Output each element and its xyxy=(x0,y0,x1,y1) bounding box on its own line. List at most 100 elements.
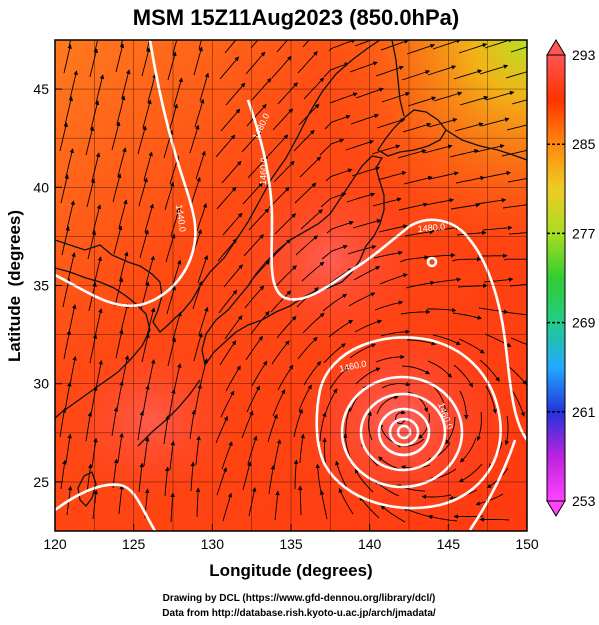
y-tick-label: 30 xyxy=(33,376,49,392)
streamline-arrow xyxy=(481,170,512,179)
streamline-arrow xyxy=(167,51,177,81)
streamline-arrow xyxy=(120,303,129,333)
streamline-arrow xyxy=(225,365,241,392)
streamline-arrow xyxy=(221,160,242,184)
streamline-arrow xyxy=(241,410,254,439)
streamline-arrow xyxy=(381,92,411,103)
streamline-arrow xyxy=(163,414,170,445)
streamline-arrow xyxy=(328,40,356,52)
contour-typhoon-ring-3 xyxy=(377,407,431,457)
colorbar: 293 285 277 269 261 253 xyxy=(546,39,596,517)
streamline-arrow xyxy=(503,258,527,261)
streamline-arrow xyxy=(65,433,72,464)
streamline-arrow xyxy=(479,359,500,382)
streamline-arrow xyxy=(199,72,210,102)
streamline-arrow xyxy=(89,334,98,364)
contour-label-3: 1480.0 xyxy=(417,222,445,234)
credit-data-source: Data from http://database.rish.kyoto-u.a… xyxy=(162,608,436,619)
streamline-arrow xyxy=(218,289,238,314)
streamline-arrow xyxy=(114,277,124,307)
streamline-arrow xyxy=(319,490,328,520)
streamline-arrow xyxy=(433,91,463,102)
streamline-arrow xyxy=(111,406,119,437)
streamline-arrow xyxy=(144,203,154,233)
streamline-arrow xyxy=(432,40,462,50)
streamline-arrow xyxy=(301,261,325,282)
streamline-arrow xyxy=(354,40,373,47)
streamline-arrow xyxy=(223,264,243,288)
streamline-arrow xyxy=(142,384,150,415)
colorbar-ticks: 293 285 277 269 261 253 xyxy=(547,47,596,509)
streamline-arrow xyxy=(270,290,292,313)
streamline-arrow xyxy=(397,149,427,159)
contour-typhoon-ring-4 xyxy=(388,417,420,447)
colorbar-top-triangle xyxy=(546,39,566,56)
streamline-arrow xyxy=(319,412,327,442)
streamline-arrow xyxy=(173,77,183,107)
streamline-arrow xyxy=(431,277,462,284)
streamline-arrow xyxy=(170,207,181,237)
streamline-arrow xyxy=(246,385,260,413)
streamline-arrow xyxy=(421,494,452,500)
streamline-arrow xyxy=(511,389,525,417)
streamline-arrow xyxy=(326,220,354,234)
streamline-arrow xyxy=(220,108,241,132)
streamline-arrow xyxy=(138,462,144,493)
x-tick-label: 125 xyxy=(122,536,146,552)
streamline-arrow xyxy=(271,55,292,79)
streamline-arrow xyxy=(321,244,348,260)
streamline-arrow xyxy=(143,436,150,467)
streamline-arrow xyxy=(294,182,317,204)
streamline-arrow xyxy=(216,466,228,496)
streamline-arrow xyxy=(189,409,196,440)
contour-typhoon-ring-1 xyxy=(340,375,464,489)
streamline-arrow xyxy=(190,176,201,206)
coast-ryukyu-islands xyxy=(137,379,201,447)
streamline-arrow xyxy=(501,148,527,157)
streamline-arrow xyxy=(94,40,99,52)
streamline-arrow xyxy=(194,98,205,128)
coastlines xyxy=(55,40,527,507)
streamline-arrow xyxy=(137,410,144,441)
streamline-arrow xyxy=(89,48,99,78)
streamline-arrow xyxy=(267,413,278,443)
streamline-arrow xyxy=(121,69,131,99)
streamline-arrow xyxy=(63,44,72,74)
coast-japan-hokkaido xyxy=(377,109,447,157)
x-tick-label: 150 xyxy=(515,536,539,552)
streamline-arrow xyxy=(354,319,383,333)
credit-dcl: Drawing by DCL (https://www.gfd-dennou.o… xyxy=(163,593,436,604)
streamline-arrow xyxy=(404,229,435,237)
streamline-arrow xyxy=(64,381,72,412)
streamline-arrow xyxy=(371,144,401,155)
streamline-arrow xyxy=(347,244,377,255)
streamline-arrow xyxy=(60,174,69,204)
streamline-arrow xyxy=(297,485,303,516)
streamline-arrow xyxy=(427,65,457,76)
streamline-arrow xyxy=(248,487,257,517)
streamline-arrow xyxy=(401,70,431,81)
y-axis-ticks: 25 30 35 40 45 xyxy=(33,81,62,490)
streamline-arrow xyxy=(59,122,68,152)
streamline-arrow xyxy=(478,307,509,314)
streamline-arrow xyxy=(293,408,303,438)
streamline-arrow xyxy=(398,202,428,211)
streamline-arrow xyxy=(510,337,527,346)
streamline-arrow xyxy=(293,459,299,490)
streamline-arrow xyxy=(320,192,347,208)
streamline-arrow xyxy=(118,484,124,515)
streamline-arrow xyxy=(275,265,297,287)
streamline-arrow xyxy=(353,266,381,281)
streamline-arrow xyxy=(511,99,527,105)
streamline-arrow xyxy=(195,487,201,518)
streamline-arrow xyxy=(476,198,507,205)
streamline-arrow xyxy=(197,254,209,284)
streamline-arrow xyxy=(377,171,407,181)
streamline-arrow xyxy=(480,117,510,127)
streamline-arrow xyxy=(302,40,310,48)
streamline-arrow xyxy=(293,129,315,152)
streamline-arrow xyxy=(247,435,258,465)
streamline-arrow xyxy=(198,306,209,336)
streamline-arrow xyxy=(451,256,482,262)
streamline-arrow xyxy=(276,315,297,339)
